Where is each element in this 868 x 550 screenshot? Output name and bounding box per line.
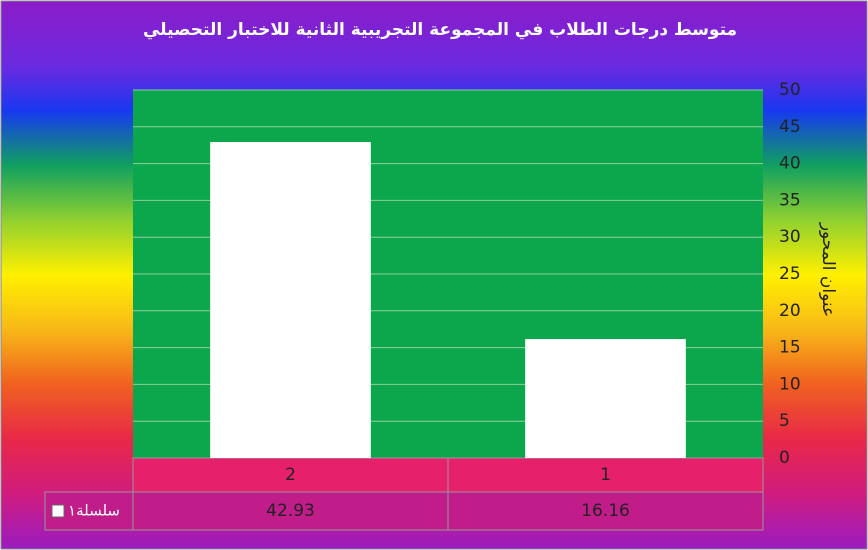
table-value-row: [44, 491, 764, 531]
table-value: 42.93: [266, 501, 315, 521]
y-tick-label: 5: [779, 411, 790, 431]
bar: [210, 142, 371, 458]
y-tick-label: 15: [779, 338, 801, 358]
y-tick-label: 0: [779, 448, 790, 468]
chart-title: متوسط درجات الطلاب في المجموعة التجريبية…: [143, 20, 737, 40]
y-tick-label: 30: [779, 227, 801, 247]
y-tick-label: 20: [779, 301, 801, 321]
x-tick-label: 1: [600, 465, 611, 485]
y-tick-label: 50: [779, 80, 801, 100]
y-tick-label: 45: [779, 117, 801, 137]
y-tick-label: 10: [779, 374, 801, 394]
y-tick-label: 25: [779, 264, 801, 284]
bar: [525, 339, 686, 458]
y-tick-label: 35: [779, 190, 801, 210]
y-axis-title: عنوان المحور: [818, 222, 838, 317]
table-value: 16.16: [581, 501, 630, 521]
y-tick-label: 40: [779, 154, 801, 174]
legend-swatch: [51, 504, 65, 518]
legend-label: سلسلة١: [68, 502, 120, 520]
x-tick-label: 2: [285, 465, 296, 485]
